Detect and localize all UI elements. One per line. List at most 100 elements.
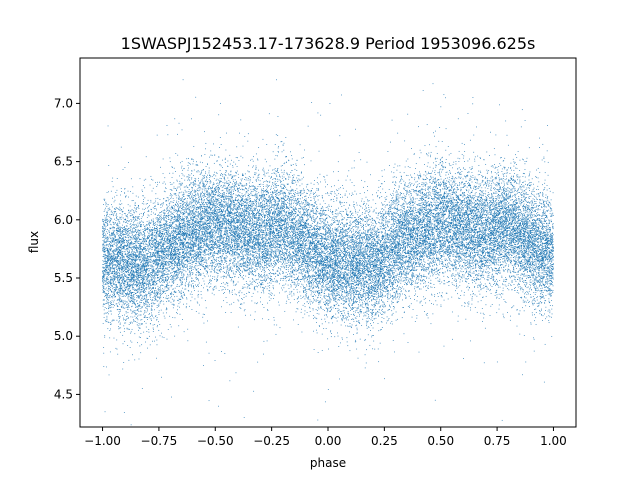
data-point — [491, 261, 492, 262]
data-point — [542, 276, 543, 277]
data-point — [435, 193, 436, 194]
data-point — [409, 192, 410, 193]
data-point — [326, 282, 327, 283]
data-point — [477, 237, 478, 238]
data-point — [151, 214, 152, 215]
data-point — [112, 227, 113, 228]
data-point — [432, 216, 433, 217]
data-point — [384, 225, 385, 226]
data-point — [530, 247, 531, 248]
data-point — [482, 231, 483, 232]
data-point — [464, 213, 465, 214]
data-point — [541, 226, 542, 227]
data-point — [440, 231, 441, 232]
data-point — [227, 267, 228, 268]
data-point — [115, 348, 116, 349]
data-point — [272, 231, 273, 232]
data-point — [349, 285, 350, 286]
data-point — [291, 155, 292, 156]
data-point — [299, 233, 300, 234]
data-point — [360, 339, 361, 340]
data-point — [526, 262, 527, 263]
data-point — [516, 200, 517, 201]
data-point — [229, 264, 230, 265]
data-point — [351, 300, 352, 301]
data-point — [210, 276, 211, 277]
data-point — [300, 296, 301, 297]
data-point — [179, 268, 180, 269]
data-point — [112, 207, 113, 208]
data-point — [285, 187, 286, 188]
data-point — [501, 217, 502, 218]
data-point — [323, 251, 324, 252]
data-point — [403, 245, 404, 246]
data-point — [326, 277, 327, 278]
data-point — [171, 241, 172, 242]
data-point — [433, 224, 434, 225]
data-point — [350, 221, 351, 222]
data-point — [386, 289, 387, 290]
data-point — [113, 230, 114, 231]
data-point — [191, 159, 192, 160]
data-point — [358, 222, 359, 223]
data-point — [277, 270, 278, 271]
data-point — [490, 256, 491, 257]
data-point — [359, 234, 360, 235]
data-point — [431, 196, 432, 197]
data-point — [350, 310, 351, 311]
data-point — [267, 181, 268, 182]
data-point — [430, 179, 431, 180]
data-point — [106, 212, 107, 213]
data-point — [165, 238, 166, 239]
data-point — [453, 197, 454, 198]
data-point — [475, 224, 476, 225]
data-point — [110, 322, 111, 323]
data-point — [546, 290, 547, 291]
data-point — [249, 217, 250, 218]
data-point — [376, 213, 377, 214]
data-point — [518, 261, 519, 262]
data-point — [415, 291, 416, 292]
data-point — [327, 207, 328, 208]
data-point — [149, 270, 150, 271]
data-point — [255, 226, 256, 227]
data-point — [285, 196, 286, 197]
data-point — [327, 231, 328, 232]
data-point — [532, 223, 533, 224]
data-point — [383, 307, 384, 308]
data-point — [135, 218, 136, 219]
data-point — [376, 217, 377, 218]
data-point — [383, 260, 384, 261]
data-point — [121, 300, 122, 301]
data-point — [314, 206, 315, 207]
data-point — [289, 209, 290, 210]
data-point — [174, 188, 175, 189]
data-point — [271, 186, 272, 187]
data-point — [109, 208, 110, 209]
data-point — [214, 172, 215, 173]
data-point — [507, 204, 508, 205]
data-point — [523, 217, 524, 218]
data-point — [387, 235, 388, 236]
data-point — [238, 282, 239, 283]
data-point — [136, 279, 137, 280]
data-point — [155, 245, 156, 246]
data-point — [279, 305, 280, 306]
data-point — [301, 237, 302, 238]
data-point — [273, 188, 274, 189]
data-point — [282, 264, 283, 265]
data-point — [162, 273, 163, 274]
data-point — [299, 283, 300, 284]
data-point — [194, 200, 195, 201]
data-point — [188, 168, 189, 169]
data-point — [103, 236, 104, 237]
data-point — [407, 191, 408, 192]
data-point — [185, 190, 186, 191]
data-point — [329, 260, 330, 261]
data-point — [151, 285, 152, 286]
data-point — [267, 205, 268, 206]
data-point — [344, 224, 345, 225]
data-point — [421, 245, 422, 246]
data-point — [118, 309, 119, 310]
data-point — [308, 236, 309, 237]
